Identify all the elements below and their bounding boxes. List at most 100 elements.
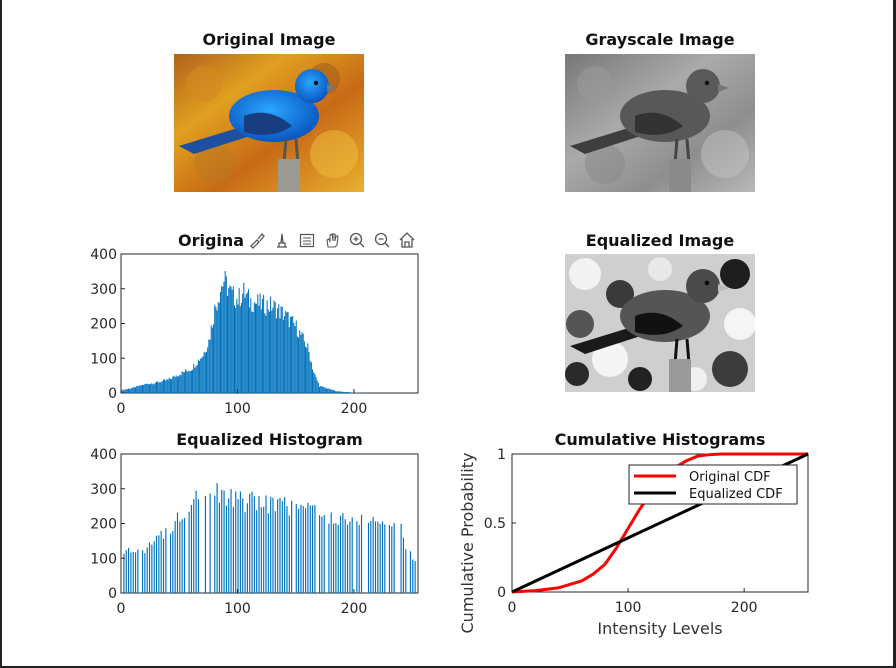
y-tick-label: 400 xyxy=(90,447,117,463)
histogram-bar xyxy=(268,311,270,393)
histogram-bar xyxy=(216,483,218,593)
histogram-bar xyxy=(153,541,155,593)
histogram-bar xyxy=(263,506,265,593)
histogram-bar xyxy=(183,517,186,593)
histogram-bar xyxy=(232,507,234,593)
histogram-bar xyxy=(372,516,374,593)
y-tick-label: 300 xyxy=(90,282,117,298)
histogram-bar xyxy=(237,304,239,393)
histogram-bar xyxy=(328,523,330,593)
histogram-bar xyxy=(338,391,340,393)
histogram-bar xyxy=(187,371,189,393)
data-tip-icon[interactable] xyxy=(269,229,294,251)
grayscale-image-title: Grayscale Image xyxy=(585,30,735,49)
histogram-bar xyxy=(264,313,266,393)
original-image xyxy=(174,54,364,192)
histogram-bar xyxy=(190,505,193,593)
histogram-bar xyxy=(316,380,318,393)
histogram-bar xyxy=(202,355,204,393)
histogram-bar xyxy=(329,389,331,393)
histogram-bar xyxy=(288,515,290,593)
histogram-bar xyxy=(239,306,241,393)
histogram-bar xyxy=(324,387,326,393)
x-tick-label: 100 xyxy=(224,401,251,417)
equalized-image-title: Equalized Image xyxy=(585,231,735,250)
histogram-bar xyxy=(210,325,212,393)
histogram-bar xyxy=(263,294,265,393)
histogram-bar xyxy=(293,322,295,393)
histogram-bar xyxy=(314,373,316,393)
histogram-bar xyxy=(258,496,260,593)
histogram-bar xyxy=(320,386,322,393)
y-tick-label: 0 xyxy=(108,386,117,402)
x-tick-label: 200 xyxy=(341,401,368,417)
y-tick-label: 300 xyxy=(90,482,117,498)
histogram-bar xyxy=(261,298,263,393)
pan-hand-icon[interactable] xyxy=(319,229,344,251)
histogram-bar xyxy=(242,293,244,393)
histogram-bar xyxy=(197,359,199,393)
brush-icon[interactable] xyxy=(244,229,269,251)
histogram-bar xyxy=(253,302,255,393)
histogram-bar xyxy=(125,550,127,593)
histogram-bar xyxy=(123,553,125,593)
zoom-in-icon[interactable] xyxy=(344,229,369,251)
histogram-bar xyxy=(323,387,325,393)
histogram-bar xyxy=(243,282,245,393)
y-tick-label: 0 xyxy=(108,586,117,602)
histogram-bar xyxy=(291,316,293,393)
histogram-bar xyxy=(332,390,335,393)
histogram-bar xyxy=(186,370,188,393)
histogram-bar xyxy=(146,383,148,393)
histogram-bar xyxy=(121,390,123,393)
histogram-bar xyxy=(272,307,274,393)
histogram-bar xyxy=(289,317,291,393)
histogram-bar xyxy=(393,523,395,593)
histogram-bar xyxy=(377,521,379,593)
histogram-bar xyxy=(145,384,147,393)
histogram-bar xyxy=(374,521,377,593)
histogram-bar xyxy=(414,561,416,593)
legend-icon[interactable] xyxy=(294,229,319,251)
histogram-bar xyxy=(303,341,305,393)
histogram-bar xyxy=(341,391,343,393)
histogram-bar xyxy=(139,384,141,393)
histogram-bar xyxy=(291,500,293,593)
histogram-bar xyxy=(195,490,197,593)
histogram-bar xyxy=(260,507,262,593)
histogram-bar xyxy=(189,371,191,393)
original-image-title: Original Image xyxy=(202,30,336,49)
histogram-bar xyxy=(237,499,239,593)
histogram-bar xyxy=(166,379,168,393)
histogram-bar xyxy=(312,505,314,593)
histogram-bar xyxy=(180,375,182,393)
histogram-bar xyxy=(133,387,135,393)
histogram-bar xyxy=(367,522,370,593)
histogram-bar xyxy=(192,369,194,393)
histogram-bar xyxy=(258,305,260,393)
histogram-bar xyxy=(172,531,174,593)
histogram-bar xyxy=(298,508,300,593)
home-icon[interactable] xyxy=(394,229,419,251)
histogram-bar xyxy=(388,525,391,593)
equalized-histogram-title: Equalized Histogram xyxy=(176,430,363,449)
histogram-bar xyxy=(306,347,308,393)
histogram-bar xyxy=(295,320,297,393)
zoom-out-icon[interactable] xyxy=(369,229,394,251)
histogram-bar xyxy=(171,379,173,393)
histogram-bar xyxy=(162,538,165,593)
histogram-bar xyxy=(301,332,303,393)
histogram-bar xyxy=(274,511,276,593)
histogram-bar xyxy=(178,376,180,393)
legend: Original CDF Equalized CDF xyxy=(628,464,798,505)
y-axis-label: Cumulative Probability xyxy=(458,453,477,634)
histogram-bar xyxy=(294,326,296,393)
original-histogram-chart: 0 100 200 300 400 0 100 200 xyxy=(90,247,419,417)
y-tick-label: 0 xyxy=(497,585,506,601)
histogram-bar xyxy=(344,391,346,393)
histogram-bar xyxy=(193,363,195,393)
histogram-bar xyxy=(182,372,184,393)
histogram-bar xyxy=(174,377,176,393)
histogram-bar xyxy=(279,497,281,593)
